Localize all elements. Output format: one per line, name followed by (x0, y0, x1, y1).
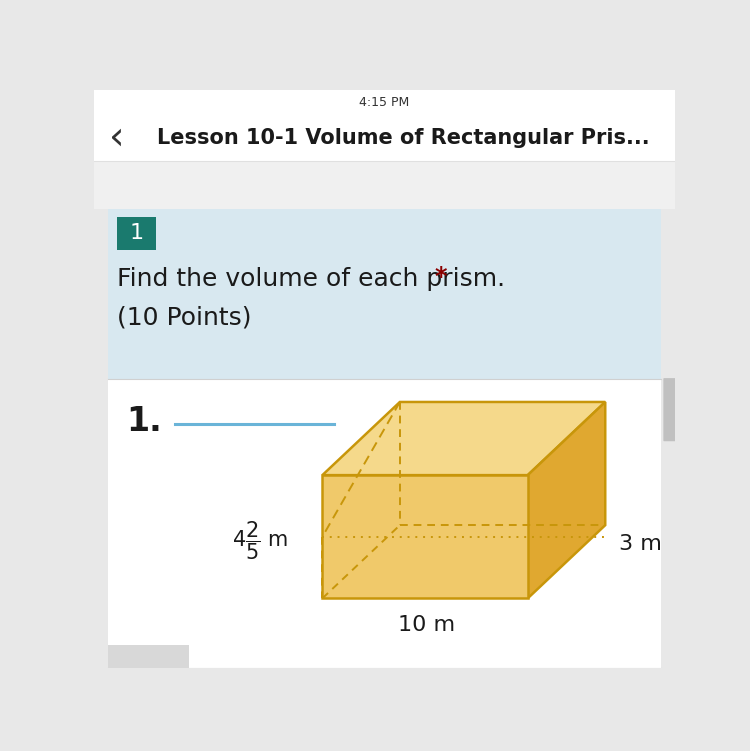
Text: *: * (435, 265, 447, 289)
FancyBboxPatch shape (94, 161, 675, 210)
FancyBboxPatch shape (108, 210, 661, 379)
Text: $4\dfrac{2}{5}$ m: $4\dfrac{2}{5}$ m (232, 519, 289, 562)
FancyBboxPatch shape (94, 115, 675, 161)
FancyBboxPatch shape (663, 378, 676, 442)
FancyBboxPatch shape (108, 644, 189, 668)
Text: 4:15 PM: 4:15 PM (359, 96, 410, 109)
Text: Find the volume of each prism.: Find the volume of each prism. (117, 267, 506, 291)
Polygon shape (528, 402, 605, 599)
Text: ‹: ‹ (110, 119, 125, 157)
FancyBboxPatch shape (94, 90, 675, 115)
Text: 3 m: 3 m (620, 535, 662, 554)
Text: 1.: 1. (126, 405, 162, 438)
FancyBboxPatch shape (108, 379, 661, 668)
Polygon shape (322, 475, 528, 599)
Text: (10 Points): (10 Points) (117, 305, 251, 329)
Text: 1: 1 (129, 223, 143, 243)
Text: Lesson 10-1 Volume of Rectangular Pris...: Lesson 10-1 Volume of Rectangular Pris..… (158, 128, 650, 148)
FancyBboxPatch shape (117, 217, 156, 249)
Text: 10 m: 10 m (398, 615, 455, 635)
Polygon shape (322, 402, 605, 475)
